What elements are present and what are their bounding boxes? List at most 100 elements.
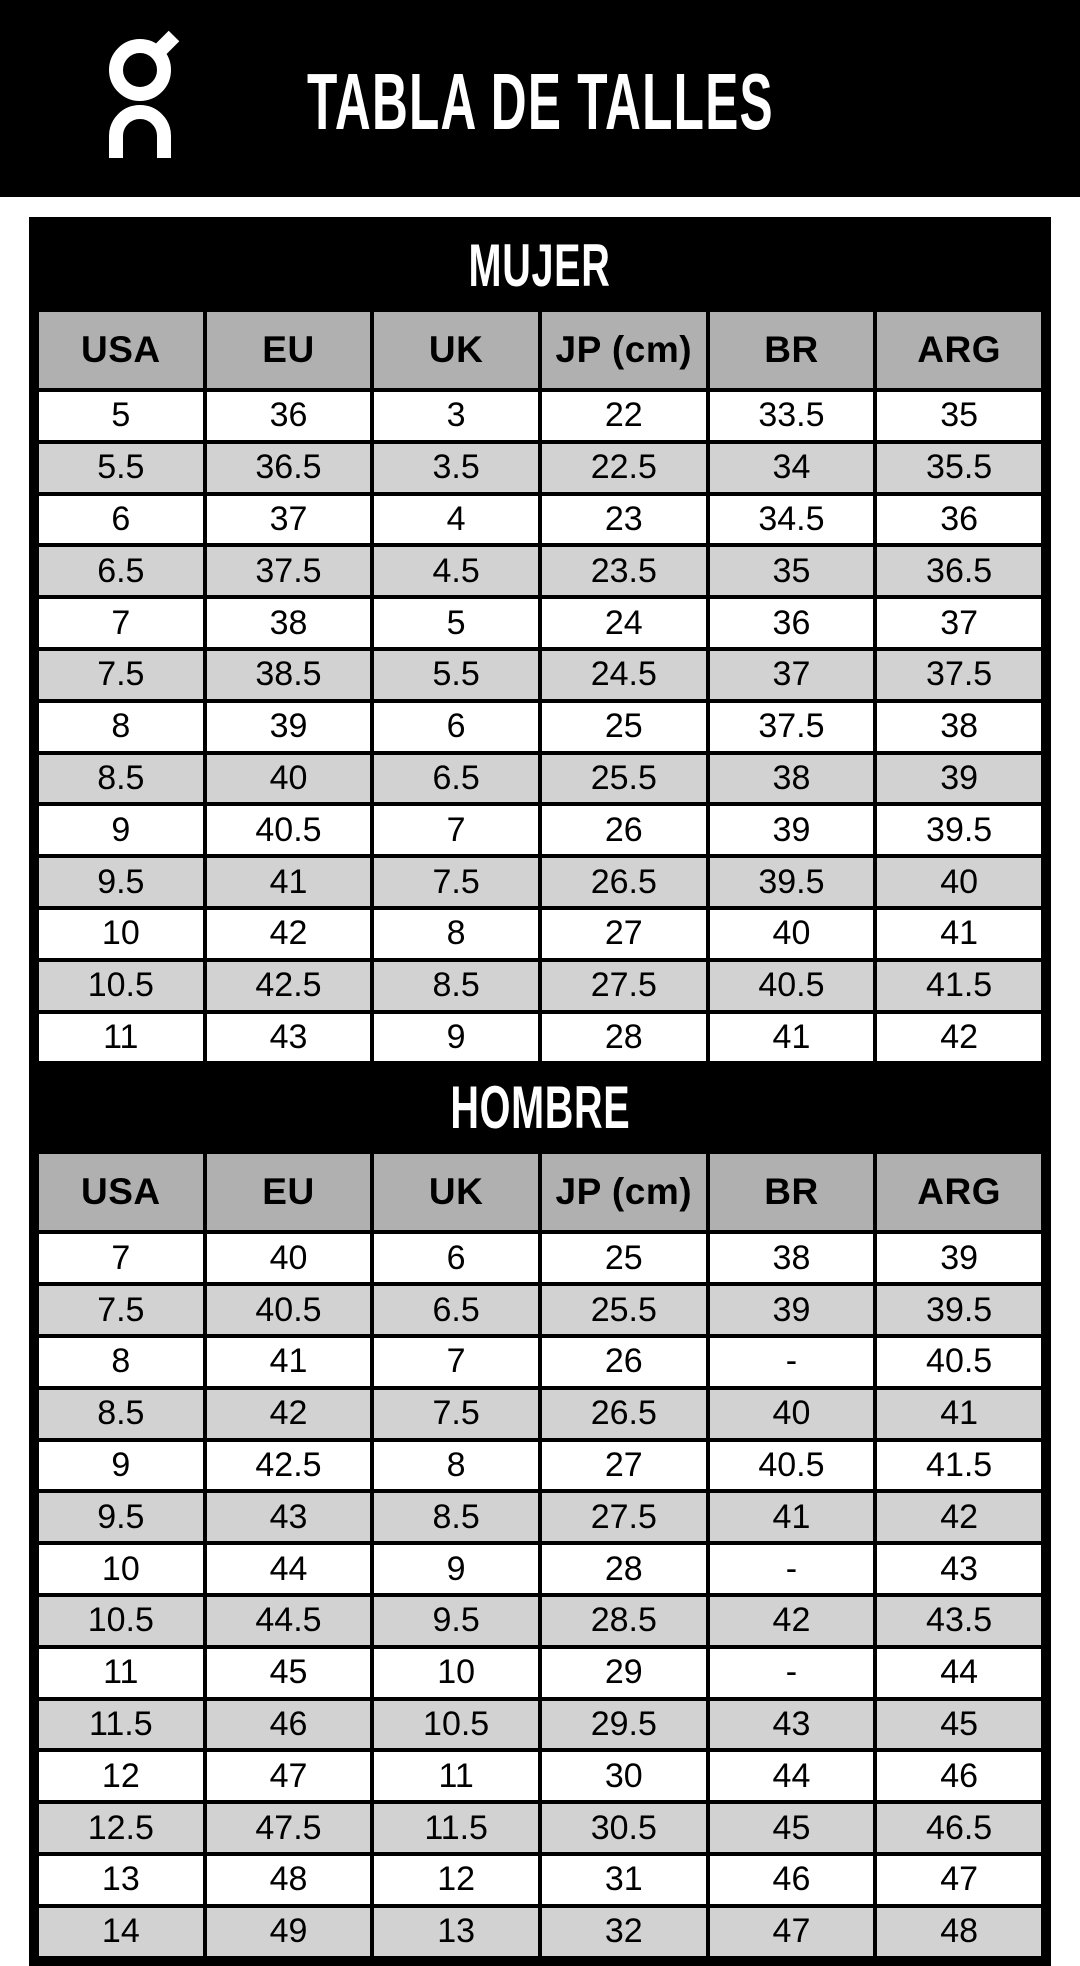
size-cell: 35.5 [873, 439, 1045, 496]
page-title: TABLA DE TALLES [164, 61, 917, 142]
column-header-cell: BR [705, 1150, 878, 1235]
table-body: 5 36 3 22 33.5 35 5.5 36.5 3.5 22.5 34 35.5 6 37 4 23 34… [35, 388, 1045, 1066]
size-cell: 44 [705, 1748, 878, 1805]
size-cell: 7.5 [35, 1282, 207, 1338]
size-cell: 8 [370, 905, 542, 962]
size-row: 6 37 4 23 34.5 36 [35, 491, 1045, 548]
size-cell: 37 [202, 491, 375, 548]
size-cell: 22.5 [537, 439, 710, 496]
size-cell: 9 [35, 802, 207, 859]
section-title-mujer: MUJER [469, 232, 611, 299]
size-cell: 37.5 [705, 698, 878, 755]
size-cell: 8 [35, 698, 207, 755]
size-cell: 42 [705, 1592, 878, 1649]
size-row: 5.5 36.5 3.5 22.5 34 35.5 [35, 439, 1045, 496]
header-bar: TABLA DE TALLES [0, 0, 1080, 197]
size-cell: 34 [705, 439, 878, 496]
size-cell: 44 [202, 1541, 375, 1597]
column-header-cell: ARG [873, 1150, 1045, 1235]
size-cell: 38 [202, 595, 375, 651]
column-header-cell: ARG [873, 308, 1045, 392]
size-cell: 11.5 [370, 1800, 542, 1856]
table-head: USA EU UK JP (cm) BR ARG [35, 308, 1045, 392]
size-cell: 8 [35, 1333, 207, 1390]
size-cell: 40.5 [202, 1282, 375, 1338]
size-cell: 39 [705, 1282, 878, 1338]
size-row: 8 41 7 26-40.5 [35, 1333, 1045, 1390]
size-cell: 32 [537, 1903, 710, 1960]
size-cell: 25.5 [537, 1282, 710, 1338]
size-cell: 3.5 [370, 439, 542, 496]
size-cell: 41 [873, 905, 1045, 962]
size-cell: 45 [705, 1800, 878, 1856]
column-header-row: USA EU UK JP (cm) BR ARG [35, 308, 1045, 392]
size-cell: 43 [202, 1009, 375, 1066]
size-cell: 5 [35, 388, 207, 444]
size-cell: 42 [873, 1489, 1045, 1546]
size-cell: 26.5 [537, 1385, 710, 1442]
size-cell: 9 [370, 1541, 542, 1597]
size-cell: 36 [202, 388, 375, 444]
size-cell: 46.5 [873, 1800, 1045, 1856]
size-cell: 31 [537, 1851, 710, 1908]
size-cell: 29.5 [537, 1696, 710, 1753]
size-cell: 27.5 [537, 957, 710, 1014]
size-row: 8.5 40 6.5 25.5 38 39 [35, 750, 1045, 807]
size-cell: 30.5 [537, 1800, 710, 1856]
size-cell: 47 [705, 1903, 878, 1960]
size-cell: 40 [202, 750, 375, 807]
section-band-mujer: MUJER [35, 223, 1045, 308]
size-cell: 43 [202, 1489, 375, 1546]
size-cell: 49 [202, 1903, 375, 1960]
size-row: 8.5 42 7.5 26.5 40 41 [35, 1385, 1045, 1442]
size-cell: 33.5 [705, 388, 878, 444]
column-header-row: USA EU UK JP (cm) BR ARG [35, 1150, 1045, 1235]
size-cell: 40.5 [202, 802, 375, 859]
size-cell: 37.5 [873, 646, 1045, 703]
size-cell: 7.5 [370, 854, 542, 910]
size-cell: 37 [705, 646, 878, 703]
size-cell: 6.5 [370, 1282, 542, 1338]
size-cell: 35 [705, 543, 878, 600]
size-row: 6.5 37.5 4.5 23.5 35 36.5 [35, 543, 1045, 600]
size-cell: 3 [370, 388, 542, 444]
size-cell: 47 [202, 1748, 375, 1805]
size-row: 11.5 46 10.5 29.5 43 45 [35, 1696, 1045, 1753]
size-cell: 41 [202, 1333, 375, 1390]
table-body: 7 40 6 25 38 39 7.5 40.5 6.5 25.5 39 39.5 8 41 7 26-40.… [35, 1230, 1045, 1960]
column-header-cell: BR [705, 308, 878, 392]
size-cell: - [705, 1644, 878, 1701]
size-cell: 42 [873, 1009, 1045, 1066]
column-header-cell: UK [370, 1150, 542, 1235]
size-cell: 7 [370, 802, 542, 859]
size-cell: 26.5 [537, 854, 710, 910]
size-cell: 41.5 [873, 957, 1045, 1014]
size-cell: 7 [370, 1333, 542, 1390]
size-cell: 11 [370, 1748, 542, 1805]
size-row: 7 38 5 24 36 37 [35, 595, 1045, 651]
size-cell: 9.5 [35, 854, 207, 910]
size-cell: 8.5 [35, 1385, 207, 1442]
size-cell: 27 [537, 1437, 710, 1494]
size-cell: 40 [873, 854, 1045, 910]
size-row: 10.5 42.5 8.5 27.5 40.5 41.5 [35, 957, 1045, 1014]
size-row: 12.5 47.5 11.5 30.5 45 46.5 [35, 1800, 1045, 1856]
size-cell: 23.5 [537, 543, 710, 600]
size-cell: - [705, 1541, 878, 1597]
size-cell: 6 [370, 1230, 542, 1287]
size-row: 13 48 12 31 46 47 [35, 1851, 1045, 1908]
size-cell: 40 [705, 905, 878, 962]
size-cell: 22 [537, 388, 710, 444]
size-cell: 4.5 [370, 543, 542, 600]
size-row: 9.5 43 8.5 27.5 41 42 [35, 1489, 1045, 1546]
size-cell: 6 [35, 491, 207, 548]
size-cell: 25 [537, 698, 710, 755]
size-cell: 25 [537, 1230, 710, 1287]
size-cell: 12 [370, 1851, 542, 1908]
size-row: 8 39 6 25 37.5 38 [35, 698, 1045, 755]
size-cell: 27.5 [537, 1489, 710, 1546]
column-header-cell: JP (cm) [537, 1150, 710, 1235]
size-cell: 9.5 [370, 1592, 542, 1649]
size-cell: 7.5 [370, 1385, 542, 1442]
size-cell: 4 [370, 491, 542, 548]
